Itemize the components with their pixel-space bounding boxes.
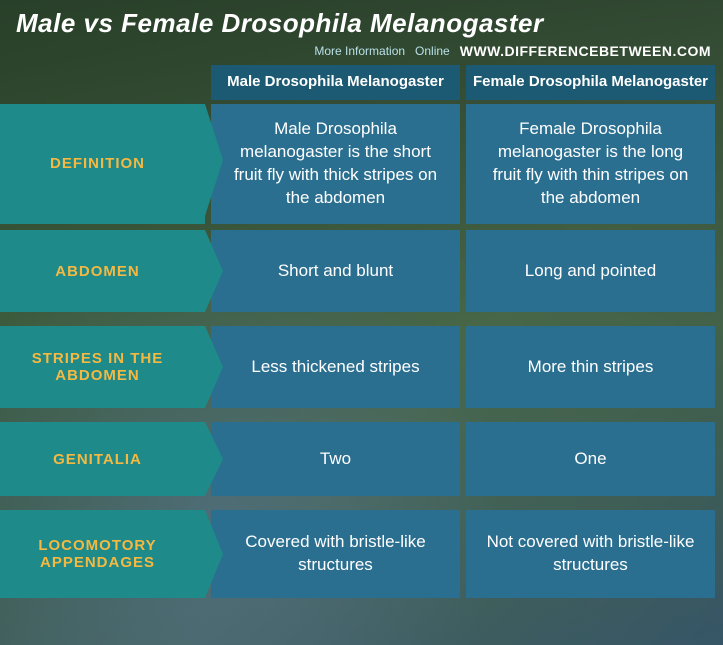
row-label-wrap: LOCOMOTORY APPENDAGES — [0, 510, 205, 598]
table-row: ABDOMENShort and bluntLong and pointed — [0, 230, 715, 312]
cell-female: One — [466, 422, 715, 496]
table-row: STRIPES IN THE ABDOMENLess thickened str… — [0, 326, 715, 408]
row-label-wrap: ABDOMEN — [0, 230, 205, 312]
row-label-wrap: DEFINITION — [0, 104, 205, 224]
cell-female: Long and pointed — [466, 230, 715, 312]
row-label-wrap: STRIPES IN THE ABDOMEN — [0, 326, 205, 408]
header-spacer — [0, 65, 205, 100]
cell-male: Two — [211, 422, 460, 496]
row-label: DEFINITION — [0, 104, 205, 224]
row-label: LOCOMOTORY APPENDAGES — [0, 510, 205, 598]
more-info-text: More Information — [314, 44, 405, 58]
cell-male: Covered with bristle-like structures — [211, 510, 460, 598]
cell-male: Less thickened stripes — [211, 326, 460, 408]
column-header-female: Female Drosophila Melanogaster — [466, 65, 715, 100]
table-row: GENITALIATwoOne — [0, 422, 715, 496]
comparison-table: Male Drosophila Melanogaster Female Dros… — [0, 65, 723, 598]
row-label: GENITALIA — [0, 422, 205, 496]
column-headers-row: Male Drosophila Melanogaster Female Dros… — [0, 65, 715, 100]
column-header-male: Male Drosophila Melanogaster — [211, 65, 460, 100]
cell-female: More thin stripes — [466, 326, 715, 408]
cell-male: Male Drosophila melanogaster is the shor… — [211, 104, 460, 224]
table-row: LOCOMOTORY APPENDAGESCovered with bristl… — [0, 510, 715, 598]
cell-male: Short and blunt — [211, 230, 460, 312]
online-text: Online — [415, 44, 450, 58]
row-label-wrap: GENITALIA — [0, 422, 205, 496]
cell-female: Not covered with bristle-like structures — [466, 510, 715, 598]
cell-female: Female Drosophila melanogaster is the lo… — [466, 104, 715, 224]
row-label: ABDOMEN — [0, 230, 205, 312]
site-url: WWW.DIFFERENCEBETWEEN.COM — [460, 43, 711, 59]
page-title: Male vs Female Drosophila Melanogaster — [16, 8, 707, 39]
header: Male vs Female Drosophila Melanogaster — [0, 0, 723, 43]
row-label: STRIPES IN THE ABDOMEN — [0, 326, 205, 408]
table-row: DEFINITIONMale Drosophila melanogaster i… — [0, 104, 715, 216]
subheader: More Information Online WWW.DIFFERENCEBE… — [0, 43, 723, 65]
